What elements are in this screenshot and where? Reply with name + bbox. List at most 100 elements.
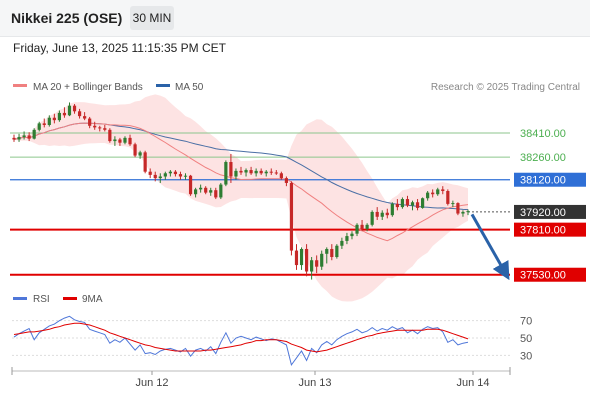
candle — [103, 124, 107, 132]
candle — [12, 134, 16, 142]
candle — [395, 199, 399, 211]
candle — [304, 244, 309, 277]
candle — [62, 107, 67, 118]
candle — [345, 232, 349, 245]
candle — [88, 116, 92, 129]
candle — [214, 187, 218, 200]
rsi-tick-label: 50 — [520, 333, 532, 345]
candle — [426, 191, 430, 201]
time-tick-label: Jun 13 — [298, 377, 331, 389]
time-axis: Jun 12 Jun 13 Jun 14 — [11, 367, 511, 389]
candle — [83, 112, 87, 121]
rsi-lines — [13, 315, 469, 367]
candle — [400, 197, 405, 209]
candle — [42, 118, 46, 128]
level-label: 37530.00 — [520, 270, 566, 282]
header-bar: Nikkei 225 (OSE) 30 MIN — [0, 0, 590, 37]
legend-swatch-rsi — [13, 297, 27, 300]
timeframe-button[interactable]: 30 MIN — [130, 6, 174, 30]
candle — [219, 182, 223, 200]
legend-label-ma20: MA 20 + Bollinger Bands — [33, 82, 143, 93]
candle — [98, 125, 102, 132]
candle — [325, 247, 329, 264]
candle — [199, 184, 203, 193]
legend-swatch-ma20 — [13, 84, 27, 87]
candle — [441, 186, 445, 195]
rsi-legend: RSI 9MA — [13, 294, 103, 305]
candle — [269, 168, 273, 175]
level-label-box — [514, 204, 586, 219]
candle — [188, 174, 193, 196]
candle — [294, 244, 299, 270]
candle — [77, 108, 82, 119]
candle — [108, 128, 112, 143]
legend-label-ma50: MA 50 — [175, 82, 204, 93]
forecast-arrow — [470, 213, 510, 281]
candle — [370, 210, 374, 227]
candle — [133, 142, 137, 158]
candle — [365, 223, 369, 232]
bollinger-bands — [14, 94, 468, 302]
candle — [168, 170, 172, 177]
candle — [32, 128, 36, 140]
timestamp: Friday, June 13, 2025 11:15:35 PM CET — [13, 41, 227, 55]
candle — [93, 121, 97, 130]
candle — [239, 166, 243, 175]
instrument-title: Nikkei 225 (OSE) — [11, 10, 123, 26]
candle — [27, 132, 31, 142]
legend-swatch-9ma — [63, 297, 77, 300]
candle — [148, 168, 152, 179]
candle — [259, 168, 263, 175]
candle — [67, 102, 72, 117]
rsi-series-1 — [13, 322, 469, 353]
time-tick-label: Jun 14 — [456, 377, 489, 389]
candle — [375, 207, 379, 220]
candle — [178, 171, 183, 180]
candle — [446, 189, 450, 206]
level-label: 37920.00 — [520, 207, 566, 219]
candle — [410, 200, 415, 211]
rsi-series-0 — [13, 315, 469, 367]
level-label: 38120.00 — [520, 175, 566, 187]
candle — [299, 247, 304, 270]
candle — [310, 257, 314, 280]
candle — [330, 244, 334, 261]
legend-label-9ma: 9MA — [82, 294, 103, 305]
candle — [224, 160, 228, 187]
candle — [254, 168, 258, 177]
candle — [284, 176, 288, 187]
candle — [451, 200, 455, 208]
level-label-box — [514, 267, 586, 282]
candle — [466, 209, 470, 216]
candle — [244, 168, 248, 177]
level-label: 38410.00 — [520, 128, 566, 140]
candle — [360, 219, 364, 232]
rsi-tick-label: 30 — [520, 350, 532, 362]
candle — [204, 186, 208, 195]
candle — [421, 197, 425, 209]
candle — [380, 210, 384, 220]
candle — [264, 170, 268, 177]
candle — [143, 150, 147, 174]
candle — [320, 250, 324, 270]
candle — [385, 208, 389, 219]
candle — [456, 202, 460, 216]
bollinger-band-area — [14, 94, 468, 302]
candle — [52, 113, 56, 124]
price-level-labels: 38410.00 38260.00 38120.00 37920.00 37810.00… — [514, 128, 586, 282]
candle — [289, 181, 294, 256]
level-label-box — [514, 222, 586, 237]
candle — [57, 110, 61, 122]
candle — [153, 171, 157, 182]
candlesticks — [12, 102, 470, 280]
candle — [390, 202, 394, 217]
candle — [350, 231, 354, 240]
candle — [274, 170, 278, 175]
candle — [158, 173, 162, 183]
rsi-tick-label: 70 — [520, 316, 532, 328]
candle — [113, 136, 117, 146]
candle — [234, 168, 238, 180]
candle — [194, 187, 198, 198]
